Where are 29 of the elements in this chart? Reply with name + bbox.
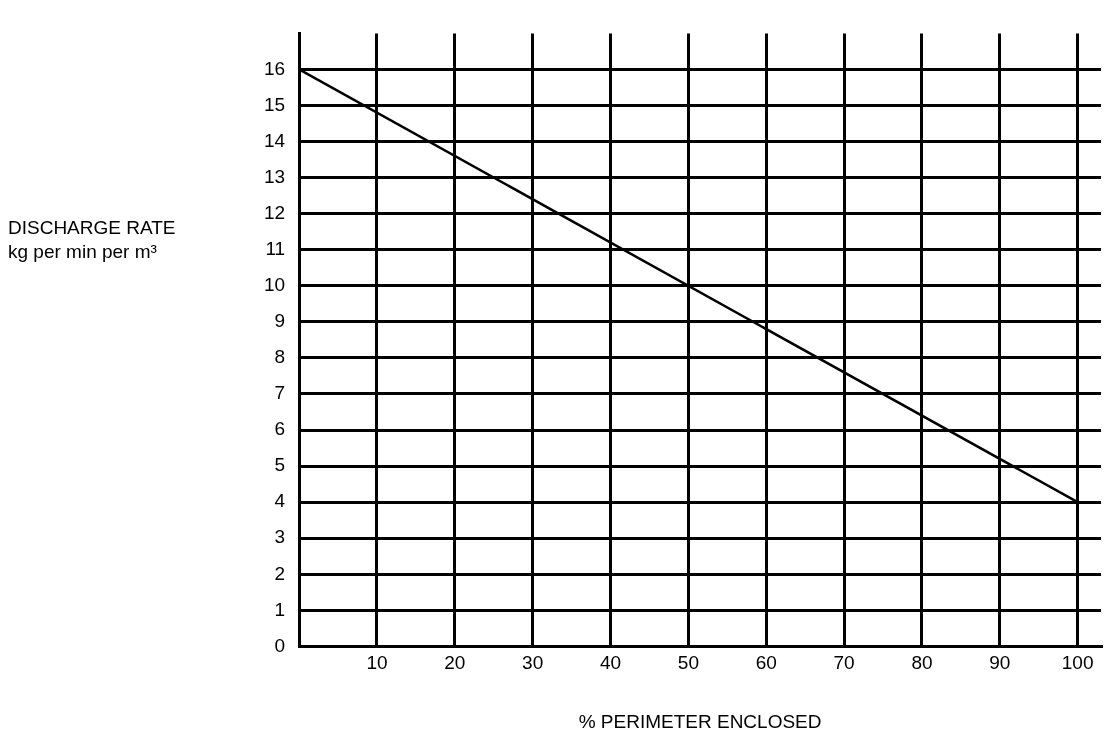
y-tick-label: 11 bbox=[265, 237, 286, 259]
y-tick-label: 14 bbox=[263, 129, 286, 151]
y-tick-label: 8 bbox=[274, 346, 286, 368]
x-tick-label: 10 bbox=[366, 652, 388, 674]
x-tick-label: 30 bbox=[522, 652, 544, 674]
y-tick-label: 0 bbox=[274, 634, 286, 656]
x-tick-label: 40 bbox=[599, 652, 622, 674]
y-tick-label: 5 bbox=[274, 454, 286, 476]
y-tick-label: 9 bbox=[274, 310, 286, 332]
y-tick-label: 3 bbox=[274, 526, 286, 548]
x-tick-label: 90 bbox=[989, 652, 1011, 674]
y-tick-label: 6 bbox=[274, 418, 286, 440]
x-tick-label: 80 bbox=[911, 652, 933, 674]
y-tick-label: 16 bbox=[263, 57, 286, 79]
y-tick-label: 13 bbox=[263, 165, 286, 187]
y-tick-label: 10 bbox=[263, 274, 286, 296]
x-tick-label: 20 bbox=[444, 652, 466, 674]
x-tick-label: 60 bbox=[755, 652, 777, 674]
x-tick-label: 50 bbox=[677, 652, 699, 674]
x-tick-label: 100 bbox=[1061, 652, 1094, 674]
x-axis-title: % PERIMETER ENCLOSED bbox=[578, 710, 822, 732]
y-tick-label: 12 bbox=[263, 201, 286, 223]
x-tick-label: 70 bbox=[833, 652, 855, 674]
y-tick-label: 7 bbox=[274, 382, 286, 404]
y-tick-label: 15 bbox=[263, 93, 286, 115]
y-tick-label: 2 bbox=[274, 562, 286, 584]
y-tick-label: 4 bbox=[274, 490, 286, 512]
y-axis-title: DISCHARGE RATE kg per min per m³ bbox=[8, 216, 177, 264]
y-tick-label: 1 bbox=[274, 598, 286, 620]
